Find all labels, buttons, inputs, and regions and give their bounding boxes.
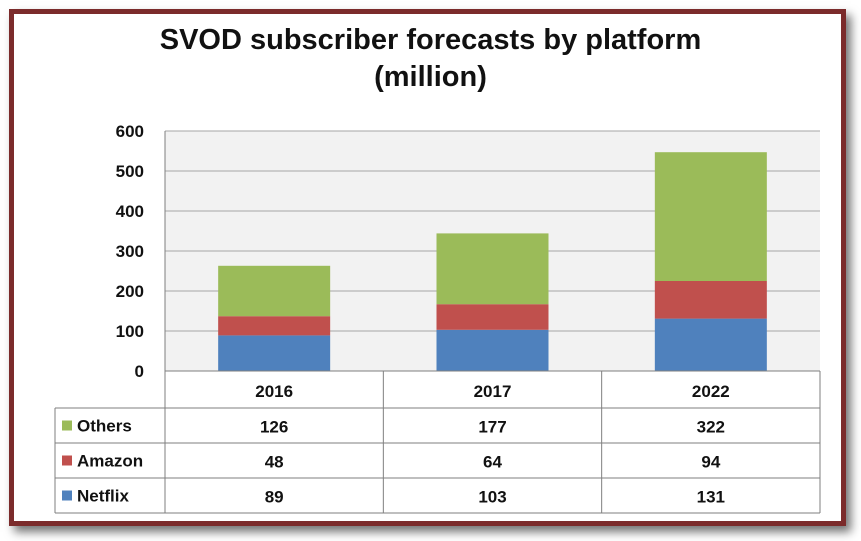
data-label: 126 bbox=[260, 418, 288, 437]
data-label: 48 bbox=[265, 453, 284, 472]
category-label: 2017 bbox=[474, 382, 512, 401]
chart-title-line-1: SVOD subscriber forecasts by platform bbox=[159, 24, 702, 56]
bar-segment-amazon-2022 bbox=[654, 281, 767, 319]
bar-segment-amazon-2016 bbox=[218, 316, 331, 336]
y-tick-label: 500 bbox=[116, 162, 144, 181]
y-tick-label: 0 bbox=[135, 362, 144, 381]
chart-title: SVOD subscriber forecasts by platform (m… bbox=[0, 22, 861, 96]
bar-segment-netflix-2017 bbox=[436, 329, 549, 371]
category-label: 2022 bbox=[692, 382, 730, 401]
chart-title-line-2: (million) bbox=[374, 61, 487, 93]
data-label: 322 bbox=[697, 418, 725, 437]
bar-segment-amazon-2017 bbox=[436, 304, 549, 330]
y-axis-ticks: 0 100 200 300 400 500 600 bbox=[116, 122, 144, 381]
data-label: 131 bbox=[697, 488, 725, 507]
bar-segment-others-2016 bbox=[218, 265, 331, 317]
bar-segment-netflix-2022 bbox=[654, 318, 767, 371]
data-table: 2016 2017 2022 Others 126 177 322 Amazon 48 64 94 N… bbox=[54, 370, 821, 514]
legend-key-others bbox=[62, 420, 72, 431]
y-tick-label: 300 bbox=[116, 242, 144, 261]
bars bbox=[218, 152, 767, 371]
bar-segment-netflix-2016 bbox=[218, 335, 331, 371]
data-label: 103 bbox=[478, 488, 506, 507]
bar-segment-others-2022 bbox=[654, 152, 767, 281]
data-label: 64 bbox=[483, 453, 502, 472]
legend-label: Amazon bbox=[77, 452, 143, 471]
bar-segment-others-2017 bbox=[436, 233, 549, 305]
legend-label: Others bbox=[77, 417, 132, 436]
legend-key-amazon bbox=[62, 455, 72, 466]
category-label: 2016 bbox=[255, 382, 293, 401]
y-tick-label: 200 bbox=[116, 282, 144, 301]
y-tick-label: 400 bbox=[116, 202, 144, 221]
y-tick-label: 100 bbox=[116, 322, 144, 341]
legend-key-netflix bbox=[62, 490, 72, 501]
data-label: 177 bbox=[478, 418, 506, 437]
data-label: 89 bbox=[265, 488, 284, 507]
legend-label: Netflix bbox=[77, 487, 130, 506]
data-label: 94 bbox=[701, 453, 720, 472]
y-tick-label: 600 bbox=[116, 122, 144, 141]
